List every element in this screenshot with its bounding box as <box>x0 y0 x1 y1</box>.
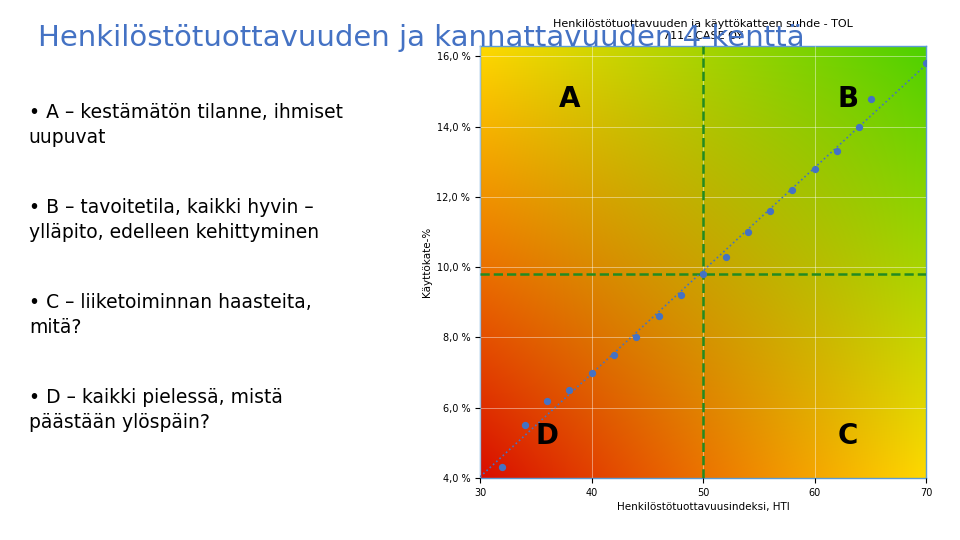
Point <box>629 333 644 342</box>
Text: y: y <box>27 509 40 530</box>
Point <box>807 165 823 173</box>
X-axis label: Henkilöstötuottavuusindeksi, HTI: Henkilöstötuottavuusindeksi, HTI <box>617 502 789 512</box>
Point <box>919 59 934 68</box>
Point <box>584 368 599 377</box>
Text: D: D <box>536 422 559 450</box>
Point <box>562 386 577 394</box>
Text: @AuraOssi: @AuraOssi <box>72 512 156 528</box>
Point <box>494 463 510 471</box>
Text: • D – kaikki pielessä, mistä
päästään ylöspäin?: • D – kaikki pielessä, mistä päästään yl… <box>29 388 282 431</box>
Point <box>607 350 622 359</box>
Text: www.ossiaura.com: www.ossiaura.com <box>788 512 931 527</box>
Point <box>673 291 688 300</box>
Point <box>696 270 711 279</box>
Legend: Käyttökate toimiala, Lin. (Käyttökate toimiala): Käyttökate toimiala, Lin. (Käyttökate to… <box>553 539 853 540</box>
Point <box>829 147 845 156</box>
Y-axis label: Käyttökate-%: Käyttökate-% <box>422 227 432 297</box>
Point <box>863 94 878 103</box>
Point <box>517 421 533 429</box>
Point <box>852 123 867 131</box>
Text: • B – tavoitetila, kaikki hyvin –
ylläpito, edelleen kehittyminen: • B – tavoitetila, kaikki hyvin – ylläpi… <box>29 198 319 241</box>
Point <box>718 252 733 261</box>
Point <box>740 228 756 237</box>
Title: Henkilöstötuottavuuden ja käyttökatteen suhde - TOL
711 - CASE OY: Henkilöstötuottavuuden ja käyttökatteen … <box>553 19 853 41</box>
Text: C: C <box>838 422 858 450</box>
Point <box>540 396 555 405</box>
Text: B: B <box>838 85 859 112</box>
Text: A: A <box>559 85 580 112</box>
Point <box>762 207 778 215</box>
Text: • A – kestämätön tilanne, ihmiset
uupuvat: • A – kestämätön tilanne, ihmiset uupuva… <box>29 103 343 146</box>
Point <box>785 186 801 194</box>
Point <box>651 312 666 321</box>
Text: Henkilöstötuottavuuden ja kannattavuuden 4-kenttä: Henkilöstötuottavuuden ja kannattavuuden… <box>38 24 805 52</box>
Text: • C – liiketoiminnan haasteita,
mitä?: • C – liiketoiminnan haasteita, mitä? <box>29 293 312 336</box>
